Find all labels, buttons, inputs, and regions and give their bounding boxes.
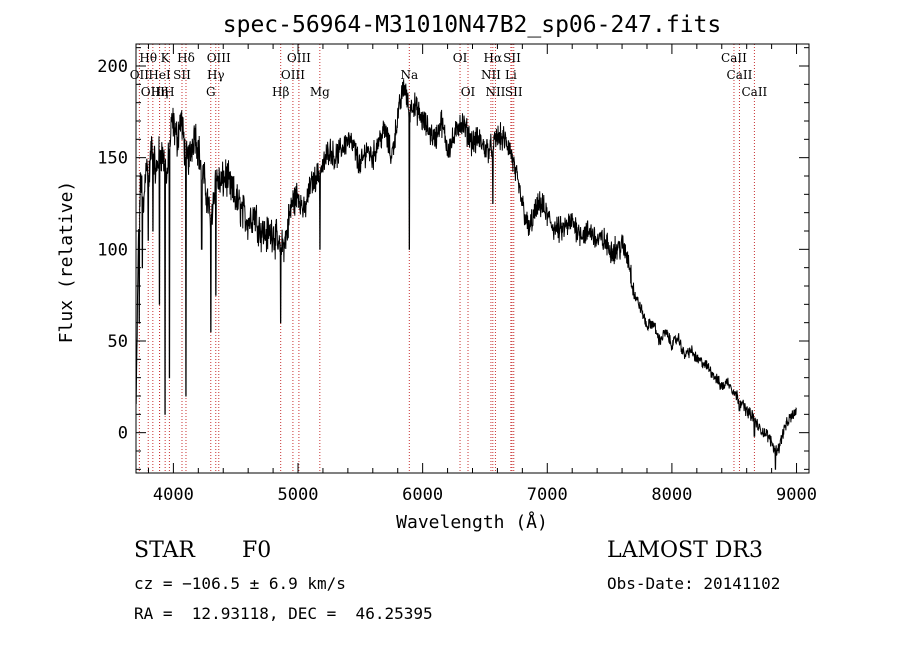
- line-label-Hα: Hα: [484, 51, 503, 65]
- line-label-Hγ: Hγ: [207, 68, 225, 82]
- line-label-Hθ: Hθ: [139, 51, 157, 65]
- line-label-CaII: CaII: [721, 51, 747, 65]
- line-label-CaII: CaII: [727, 68, 753, 82]
- line-label-SII: SII: [503, 51, 521, 65]
- y-axis-label: Flux (relative): [56, 181, 77, 344]
- sky-coordinates: RA = 12.93118, DEC = 46.25395: [134, 604, 433, 623]
- line-label-SII: SII: [505, 85, 523, 99]
- line-label-H: H: [164, 85, 174, 99]
- y-tick-label: 150: [97, 149, 128, 169]
- plot-frame: [135, 43, 810, 474]
- line-label-OIII: OIII: [287, 51, 311, 65]
- x-axis-label: Wavelength (Å): [396, 511, 548, 533]
- survey-name: LAMOST DR3: [607, 538, 763, 563]
- x-tick-label: 6000: [402, 485, 443, 505]
- line-label-Li: Li: [505, 68, 517, 82]
- line-label-Mg: Mg: [310, 85, 330, 99]
- y-tick-label: 100: [97, 240, 128, 260]
- line-label-OII: OII: [130, 68, 150, 82]
- spectral-line-markers: [138, 44, 755, 473]
- y-tick-label: 0: [118, 424, 128, 444]
- axes: 4000 5000 6000 7000 8000 9000 0 50 100 150 200: [97, 44, 817, 505]
- line-label-NII: NII: [481, 68, 501, 82]
- x-tick-label: 9000: [776, 485, 817, 505]
- line-label-K: K: [161, 51, 171, 65]
- chart-title: spec-56964-M31010N47B2_sp06-247.fits: [223, 12, 722, 38]
- line-label-G: G: [206, 85, 216, 99]
- x-tick-label: 8000: [651, 485, 692, 505]
- line-label-OIII: OIII: [141, 85, 165, 99]
- y-tick-label: 200: [97, 57, 128, 77]
- object-class: STAR: [134, 538, 195, 563]
- line-label-OIII: OIII: [207, 51, 231, 65]
- line-label-CaII: CaII: [741, 85, 767, 99]
- x-tick-label: 7000: [527, 485, 568, 505]
- x-tick-label: 4000: [153, 485, 194, 505]
- y-tick-label: 50: [108, 332, 128, 352]
- line-label-Hη: Hη: [151, 85, 169, 99]
- line-label-NII: NII: [485, 85, 505, 99]
- line-label-OI: OI: [461, 85, 476, 99]
- line-label-Hβ: Hβ: [272, 85, 289, 99]
- line-label-OIII: OIII: [281, 68, 305, 82]
- line-label-Na: Na: [400, 68, 418, 82]
- x-tick-label: 5000: [278, 485, 319, 505]
- object-subclass: F0: [242, 538, 272, 563]
- line-label-SII: SII: [173, 68, 191, 82]
- line-label-OI: OI: [453, 51, 468, 65]
- redshift-velocity: cz = −106.5 ± 6.9 km/s: [134, 574, 346, 593]
- observation-date: Obs-Date: 20141102: [607, 574, 781, 593]
- line-label-Hδ: Hδ: [177, 51, 195, 65]
- spectrum-trace: [135, 79, 797, 470]
- line-label-HeI: HeI: [148, 68, 171, 82]
